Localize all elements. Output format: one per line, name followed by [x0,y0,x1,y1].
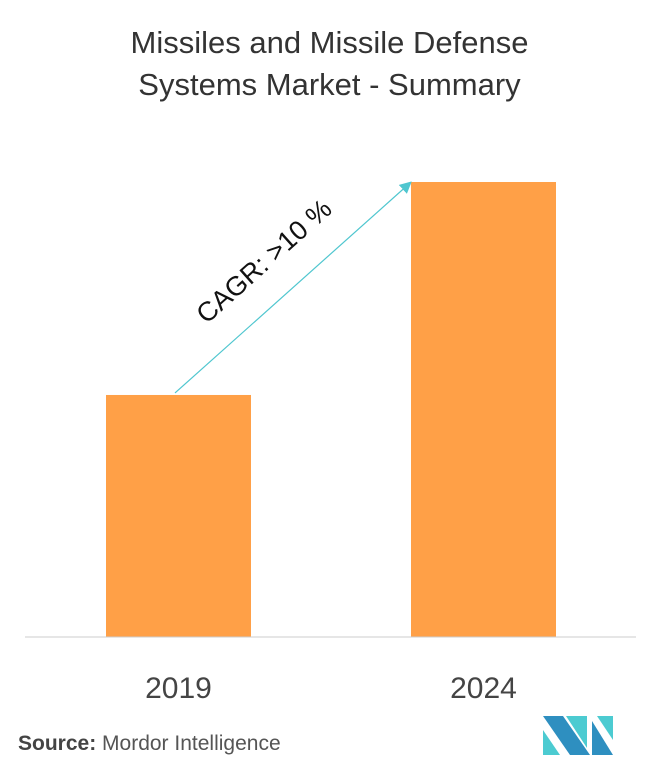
cagr-arrow [174,181,412,394]
title-line-2: Systems Market - Summary [138,67,521,102]
title-line-1: Missiles and Missile Defense [130,25,529,60]
x-tick-label-2024: 2024 [450,672,517,705]
source-label: Source: [18,732,97,755]
source-value: Mordor Intelligence [102,732,281,755]
bar-2024 [411,182,556,637]
cagr-label: CAGR: >10 % [191,193,338,329]
source-note: Source: Mordor Intelligence [18,732,281,756]
chart-title: Missiles and Missile Defense Systems Mar… [0,22,659,106]
x-tick-label-2019: 2019 [145,672,212,705]
bar-2019 [106,394,251,637]
